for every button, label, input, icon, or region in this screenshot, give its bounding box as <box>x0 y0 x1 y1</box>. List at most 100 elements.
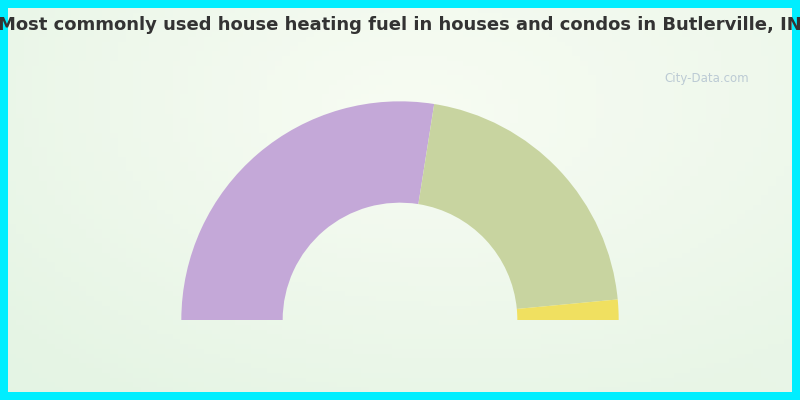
Bar <box>518 373 526 378</box>
Bar <box>470 234 478 238</box>
Bar <box>70 94 78 99</box>
Bar <box>627 387 635 392</box>
Bar <box>612 94 619 99</box>
Bar <box>627 382 635 387</box>
Bar <box>290 118 298 123</box>
Bar <box>220 56 227 61</box>
Bar <box>730 306 737 310</box>
Bar <box>534 210 541 214</box>
Bar <box>698 382 706 387</box>
Bar <box>330 344 338 349</box>
Bar <box>70 248 78 253</box>
Bar <box>142 378 149 382</box>
Bar <box>353 85 361 90</box>
Bar <box>682 190 690 195</box>
Bar <box>549 118 557 123</box>
Bar <box>134 373 142 378</box>
Bar <box>635 267 643 272</box>
Bar <box>330 56 338 61</box>
Bar <box>565 296 573 301</box>
Bar <box>259 123 266 128</box>
Bar <box>227 238 235 243</box>
Bar <box>361 186 369 190</box>
Bar <box>39 166 47 171</box>
Bar <box>580 205 588 210</box>
Bar <box>549 262 557 267</box>
Bar <box>714 46 722 51</box>
Bar <box>604 80 612 85</box>
Bar <box>510 219 518 224</box>
Bar <box>737 13 745 18</box>
Bar <box>682 272 690 277</box>
Bar <box>714 229 722 234</box>
Bar <box>353 56 361 61</box>
Bar <box>557 128 565 133</box>
Bar <box>227 373 235 378</box>
Bar <box>274 330 282 334</box>
Bar <box>518 171 526 176</box>
Bar <box>784 13 792 18</box>
Bar <box>580 18 588 22</box>
Bar <box>588 310 596 315</box>
Bar <box>682 61 690 66</box>
Bar <box>776 13 784 18</box>
Bar <box>439 42 447 46</box>
Bar <box>643 277 651 282</box>
Bar <box>408 75 416 80</box>
Bar <box>306 186 314 190</box>
Bar <box>188 176 196 181</box>
Bar <box>377 315 384 320</box>
Bar <box>431 320 439 325</box>
Bar <box>730 296 737 301</box>
Bar <box>416 37 423 42</box>
Bar <box>557 152 565 157</box>
Bar <box>776 378 784 382</box>
Bar <box>486 224 494 229</box>
Bar <box>400 368 408 373</box>
Bar <box>573 99 580 104</box>
Bar <box>635 8 643 13</box>
Bar <box>338 176 345 181</box>
Bar <box>745 277 753 282</box>
Bar <box>110 123 118 128</box>
Bar <box>737 238 745 243</box>
Bar <box>573 219 580 224</box>
Bar <box>353 238 361 243</box>
Bar <box>55 214 63 219</box>
Bar <box>196 61 204 66</box>
Bar <box>392 224 400 229</box>
Bar <box>338 80 345 85</box>
Bar <box>769 282 776 286</box>
Bar <box>784 123 792 128</box>
Bar <box>134 85 142 90</box>
Bar <box>78 200 86 205</box>
Bar <box>134 75 142 80</box>
Bar <box>330 85 338 90</box>
Bar <box>769 99 776 104</box>
Bar <box>165 325 173 330</box>
Bar <box>596 334 604 339</box>
Bar <box>682 382 690 387</box>
Bar <box>612 224 619 229</box>
Bar <box>455 286 462 291</box>
Bar <box>714 75 722 80</box>
Bar <box>714 205 722 210</box>
Bar <box>102 181 110 186</box>
Bar <box>196 27 204 32</box>
Bar <box>753 46 761 51</box>
Bar <box>274 147 282 152</box>
Bar <box>157 387 165 392</box>
Bar <box>243 262 251 267</box>
Bar <box>110 378 118 382</box>
Bar <box>658 152 666 157</box>
Bar <box>722 195 730 200</box>
Bar <box>165 171 173 176</box>
Bar <box>658 325 666 330</box>
Bar <box>612 349 619 354</box>
Bar <box>674 94 682 99</box>
Bar <box>235 272 243 277</box>
Bar <box>86 354 94 358</box>
Bar <box>196 334 204 339</box>
Bar <box>266 354 274 358</box>
Bar <box>674 234 682 238</box>
